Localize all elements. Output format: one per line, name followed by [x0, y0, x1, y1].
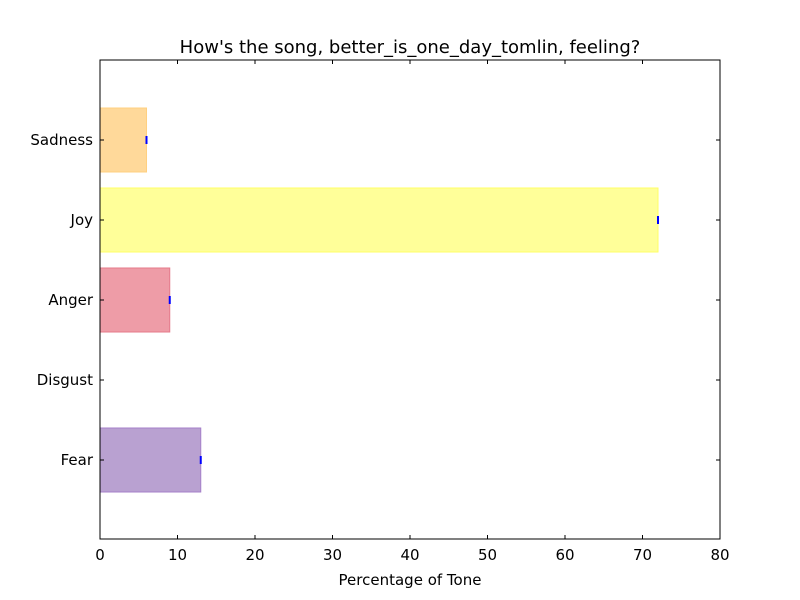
chart-title: How's the song, better_is_one_day_tomlin…: [180, 37, 641, 58]
y-tick-label-anger: Anger: [48, 291, 94, 309]
x-tick-label-40: 40: [400, 546, 419, 564]
x-tick-label-50: 50: [478, 546, 497, 564]
bar-anger: [99, 267, 171, 333]
x-tick-label-10: 10: [168, 546, 187, 564]
y-tick-label-fear: Fear: [61, 451, 94, 469]
x-tick-label-30: 30: [323, 546, 342, 564]
bar-sadness: [99, 107, 147, 173]
x-tick-label-0: 0: [95, 546, 105, 564]
x-tick-label-20: 20: [245, 546, 264, 564]
x-axis-label: Percentage of Tone: [339, 571, 482, 589]
error-markers-group: [145, 136, 659, 464]
y-tick-label-disgust: Disgust: [37, 371, 93, 389]
x-axis-ticks: 0 10 20 30 40 50 60 70 80: [95, 60, 730, 564]
bars-group: [99, 107, 659, 493]
y-tick-label-sadness: Sadness: [30, 131, 93, 149]
x-tick-label-60: 60: [555, 546, 574, 564]
y-axis-ticks: Fear Disgust Anger Joy Sadness: [30, 131, 720, 469]
bar-fear: [99, 427, 202, 493]
x-tick-label-70: 70: [633, 546, 652, 564]
y-tick-label-joy: Joy: [70, 211, 94, 229]
bar-joy: [99, 187, 659, 253]
x-tick-label-80: 80: [710, 546, 729, 564]
